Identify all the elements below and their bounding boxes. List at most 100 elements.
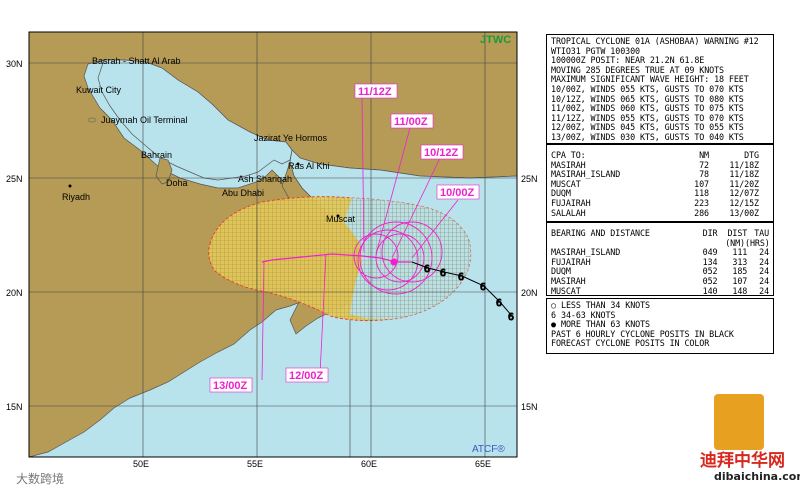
cpa-row-cell: 107 xyxy=(694,178,709,189)
place-basrah: Basrah - Shatt Al Arab xyxy=(92,56,181,66)
cpa-row-cell: 286 xyxy=(694,207,709,218)
bearing-header-tau: TAU xyxy=(754,228,770,238)
cpa-panel: CPA TO: NM DTG MASIRAH 72 11/18Z MASIRAH_IS… xyxy=(546,144,774,222)
warning-line: WTIO31 PGTW 100300 xyxy=(551,45,640,56)
forecast-label-13-00z: 13/00Z xyxy=(213,380,248,392)
lat-label-25n: 25N xyxy=(6,174,23,184)
lat-label-15n: 15N xyxy=(6,402,23,412)
warning-line: 11/12Z, WINDS 055 KTS, GUSTS TO 070 KTS xyxy=(551,112,744,123)
place-abu-dhabi: Abu Dhabi xyxy=(222,188,264,198)
forecast-leaders xyxy=(261,97,459,381)
warning-line: TROPICAL CYCLONE 01A (ASHOBAA) WARNING #… xyxy=(551,36,759,46)
bearing-row-cell: 140 xyxy=(702,285,718,296)
jtwc-logo: JTWC xyxy=(480,34,511,46)
lat-label-25n-right: 25N xyxy=(521,174,538,184)
lat-label-15n-right: 15N xyxy=(521,402,538,412)
place-ash-shariqah: Ash Shariqah xyxy=(238,174,292,184)
cpa-row: FUJAIRAH 223 12/15Z xyxy=(551,197,769,209)
lat-label-30n: 30N xyxy=(6,59,23,69)
bearing-row-cell: 24 xyxy=(759,247,770,258)
bearing-panel: BEARING AND DISTANCE DIR DIST TAU (NM) (… xyxy=(546,222,774,296)
bearing-row-cell: 134 xyxy=(702,256,718,267)
cpa-row-cell: DUQM xyxy=(551,188,571,199)
cpa-row-cell: 13/00Z xyxy=(729,207,759,218)
bearing-row-cell: 24 xyxy=(759,256,770,267)
bearing-row-cell: MUSCAT xyxy=(551,285,581,296)
warning-line: 13/00Z, WINDS 030 KTS, GUSTS TO 040 KTS xyxy=(551,131,744,142)
legend-item: ● MORE THAN 63 KNOTS xyxy=(551,320,769,330)
cpa-row-cell: 72 xyxy=(699,159,709,170)
bearing-row-cell: 24 xyxy=(759,266,770,277)
graticule xyxy=(29,32,517,457)
site-watermark-url: dibaichina.com xyxy=(714,470,800,483)
land-qatar xyxy=(155,157,173,185)
bearing-row: DUQM 052 185 24 xyxy=(551,267,769,277)
lon-label-60e: 60E xyxy=(361,459,377,469)
cpa-row: DUQM 118 12/07Z xyxy=(551,189,769,199)
atcf-logo: ATCF® xyxy=(472,444,505,455)
cpa-row-cell: MUSCAT xyxy=(551,178,581,189)
cpa-row-cell: MASIRAH_ISLAND xyxy=(551,169,621,180)
cpa-row-cell: 11/18Z xyxy=(729,169,759,180)
bearing-row-cell: 111 xyxy=(732,247,748,258)
cpa-row-cell: MASIRAH xyxy=(551,159,586,170)
bearing-row: MASIRAH_ISLAND 049 111 24 xyxy=(551,248,769,258)
cpa-header-dtg: DTG xyxy=(744,150,759,160)
bearing-row-cell: 107 xyxy=(732,275,748,286)
forecast-label-11-12z: 11/12Z xyxy=(358,86,392,98)
place-kuwait-city: Kuwait City xyxy=(76,85,122,95)
bearing-subheader-hrs: (HRS) xyxy=(745,237,770,248)
past-posit-icon: 6 xyxy=(480,282,486,293)
bearing-subheader-row: (NM) (HRS) xyxy=(551,237,770,249)
legend-label: LESS THAN 34 KNOTS xyxy=(561,300,650,310)
past-posit-icon: 6 xyxy=(496,298,502,309)
hurricane-outline-icon: 6 xyxy=(551,309,556,320)
past-posit-icon: 6 xyxy=(440,268,446,279)
cpa-row-cell: 118 xyxy=(694,188,709,199)
warning-panel: TROPICAL CYCLONE 01A (ASHOBAA) WARNING #… xyxy=(546,34,774,144)
cpa-row-cell: 223 xyxy=(694,197,709,208)
left-watermark: 大数跨境 xyxy=(16,472,65,486)
past-posit-icon: 6 xyxy=(458,272,464,283)
place-muscat: Muscat xyxy=(326,214,356,224)
bearing-row-cell: 052 xyxy=(702,266,718,277)
cpa-row-cell: 11/18Z xyxy=(729,159,759,170)
bearing-row-cell: FUJAIRAH xyxy=(551,256,591,267)
bearing-row-cell: MASIRAH xyxy=(551,275,586,286)
cpa-row-cell: 12/07Z xyxy=(729,188,759,199)
bearing-header-dist: DIST xyxy=(727,228,748,238)
forecast-label-12-00z: 12/00Z xyxy=(289,370,324,382)
legend-note: PAST 6 HOURLY CYCLONE POSITS IN BLACK xyxy=(551,328,734,339)
past-posit-icon: 6 xyxy=(508,312,514,323)
site-logo-icon xyxy=(714,394,764,450)
bearing-row: FUJAIRAH 134 313 24 xyxy=(551,256,770,268)
cpa-header-nm: NM xyxy=(699,150,709,160)
past-posit-icon: 6 xyxy=(424,264,430,275)
warning-line: MAXIMUM SIGNIFICANT WAVE HEIGHT: 18 FEET xyxy=(551,74,749,85)
current-posit-icon xyxy=(390,258,398,266)
bearing-row-cell: 24 xyxy=(759,275,770,286)
site-watermark-cn: 迪拜中华网 xyxy=(700,451,785,471)
cpa-row-cell: FUJAIRAH xyxy=(551,197,591,208)
place-juaymah: Juaymah Oil Terminal xyxy=(101,115,187,125)
bearing-row-cell: MASIRAH_ISLAND xyxy=(551,247,621,258)
bearing-row: MUSCAT 140 148 24 xyxy=(551,285,769,297)
place-bahrain: Bahrain xyxy=(141,150,172,160)
bearing-row: MASIRAH 052 107 24 xyxy=(551,275,770,287)
warning-line: 11/00Z, WINDS 060 KTS, GUSTS TO 075 KTS xyxy=(551,103,744,114)
legend-panel: ○ LESS THAN 34 KNOTS 6 34-63 KNOTS ● MOR… xyxy=(546,298,774,354)
warning-line: 100000Z POSIT: NEAR 21.2N 61.8E xyxy=(551,55,705,66)
warning-line: 12/00Z, WINDS 045 KTS, GUSTS TO 055 KTS xyxy=(551,122,744,133)
cpa-header-row: CPA TO: NM DTG xyxy=(551,150,769,161)
lat-label-20n-right: 20N xyxy=(521,288,538,298)
legend-label: 34-63 KNOTS xyxy=(561,309,616,320)
place-doha: Doha xyxy=(166,178,188,188)
bearing-row-cell: DUQM xyxy=(551,266,571,277)
lon-label-50e: 50E xyxy=(133,459,149,469)
bearing-subheader-nm: (NM) xyxy=(725,237,745,248)
persian-gulf xyxy=(97,59,293,181)
bearing-row-cell: 148 xyxy=(732,285,748,296)
lon-label-55e: 55E xyxy=(247,459,263,469)
cpa-header-name: CPA TO: xyxy=(551,150,586,160)
